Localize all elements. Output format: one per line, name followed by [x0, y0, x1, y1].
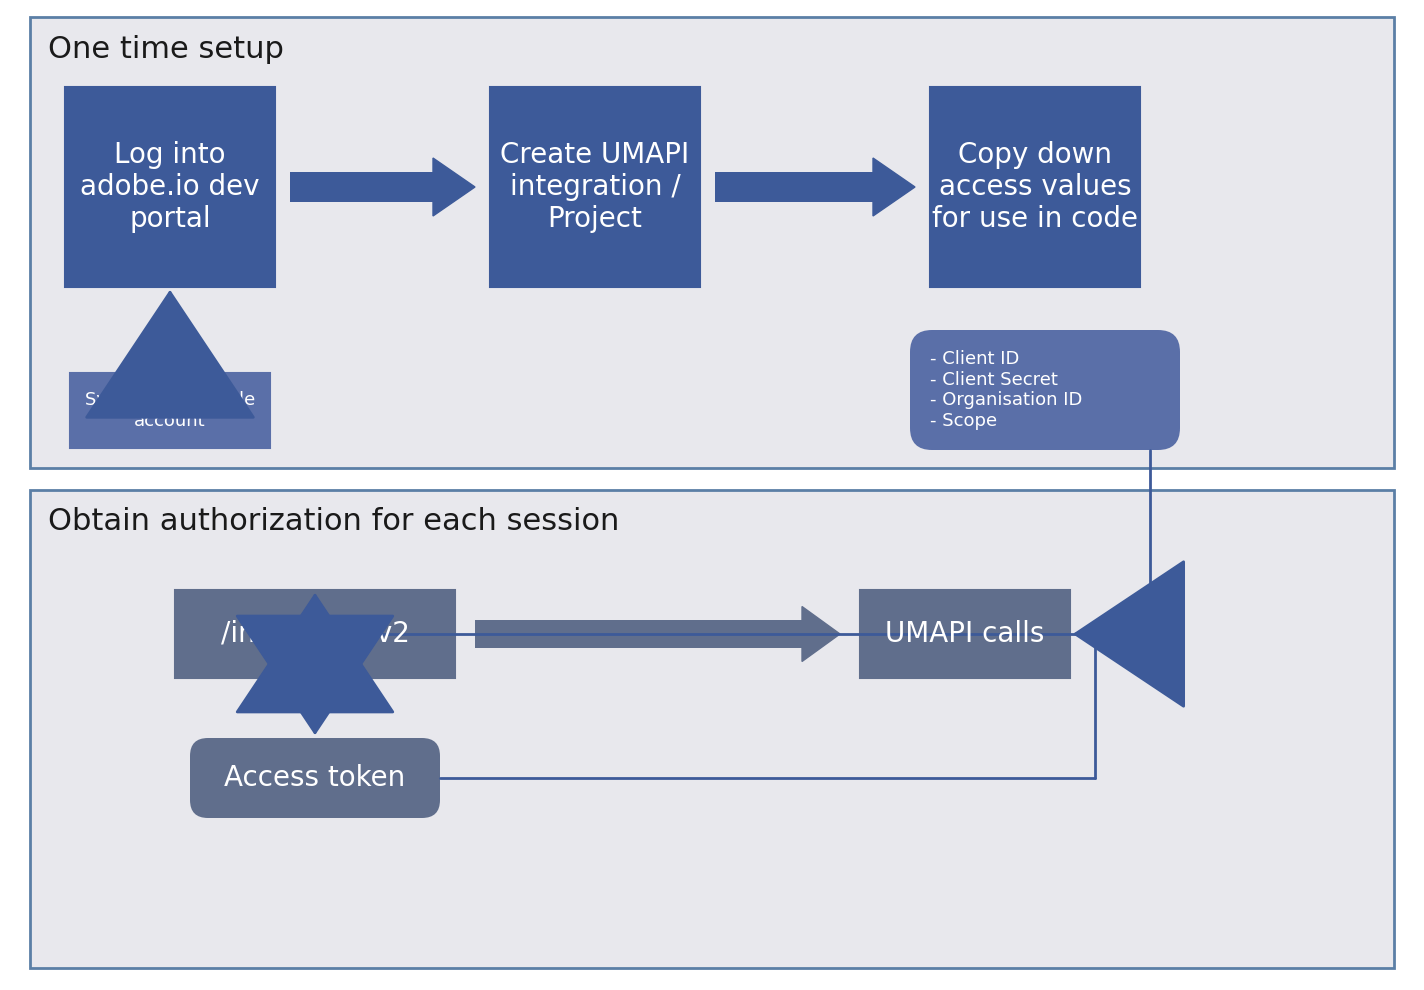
- Text: One time setup: One time setup: [48, 35, 283, 63]
- FancyBboxPatch shape: [930, 87, 1141, 287]
- FancyBboxPatch shape: [30, 17, 1394, 468]
- Text: - Client ID
- Client Secret
- Organisation ID
- Scope: - Client ID - Client Secret - Organisati…: [930, 349, 1082, 431]
- FancyBboxPatch shape: [189, 738, 440, 818]
- Text: Access token: Access token: [225, 764, 406, 792]
- Text: Log into
adobe.io dev
portal: Log into adobe.io dev portal: [80, 141, 259, 234]
- FancyBboxPatch shape: [66, 87, 275, 287]
- FancyBboxPatch shape: [910, 330, 1180, 450]
- FancyBboxPatch shape: [490, 87, 701, 287]
- Text: Create UMAPI
integration /
Project: Create UMAPI integration / Project: [500, 141, 689, 234]
- FancyBboxPatch shape: [290, 172, 433, 202]
- Polygon shape: [433, 158, 476, 216]
- Text: Copy down
access values
for use in code: Copy down access values for use in code: [931, 141, 1138, 234]
- Text: Obtain authorization for each session: Obtain authorization for each session: [48, 508, 619, 537]
- FancyBboxPatch shape: [70, 373, 271, 448]
- Polygon shape: [873, 158, 916, 216]
- FancyBboxPatch shape: [860, 590, 1069, 678]
- Text: UMAPI calls: UMAPI calls: [886, 620, 1045, 648]
- Polygon shape: [802, 607, 840, 661]
- FancyBboxPatch shape: [30, 490, 1394, 968]
- Text: System Admin role
account: System Admin role account: [85, 391, 255, 430]
- Text: /ims/token/v2: /ims/token/v2: [221, 620, 410, 648]
- FancyBboxPatch shape: [476, 620, 802, 648]
- FancyBboxPatch shape: [175, 590, 456, 678]
- FancyBboxPatch shape: [715, 172, 873, 202]
